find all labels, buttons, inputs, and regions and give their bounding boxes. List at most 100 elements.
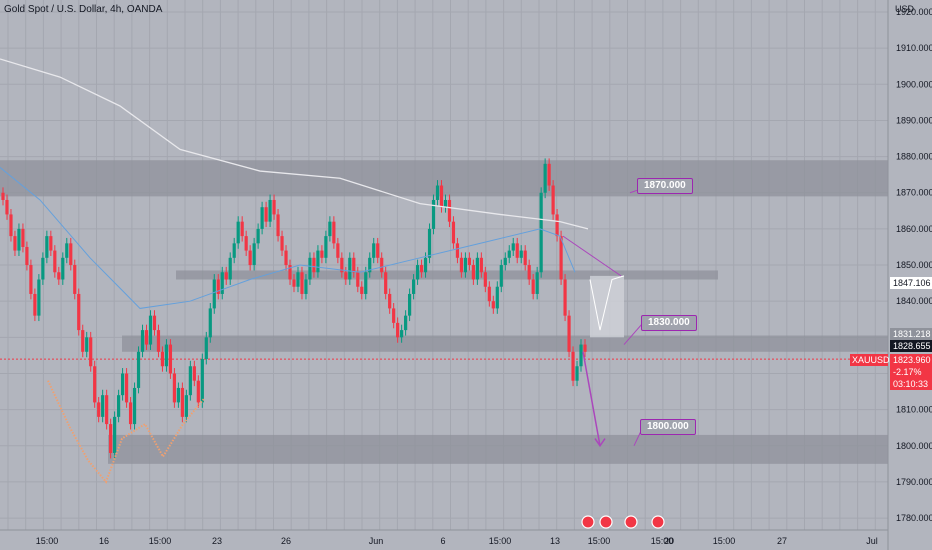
candle-body — [336, 243, 340, 258]
candle-body — [264, 207, 268, 222]
zone-band — [108, 434, 888, 464]
candle-body — [73, 265, 77, 294]
y-tick-label: 1840.000 — [896, 296, 932, 306]
candle-body — [164, 344, 169, 367]
zone-band — [122, 335, 888, 352]
projection-arrowhead — [594, 438, 606, 448]
candle-body — [120, 373, 125, 396]
candle-body — [53, 250, 57, 273]
candle-body — [204, 337, 208, 360]
candle-body — [392, 308, 396, 323]
candle-body — [515, 243, 519, 258]
candle-body — [148, 315, 153, 345]
candle-body — [208, 308, 212, 338]
y-tick-label: 1920.000 — [896, 7, 932, 17]
candle-body — [136, 351, 141, 388]
candle-body — [535, 272, 539, 294]
candle-body — [523, 250, 527, 266]
candle-body — [559, 236, 563, 280]
candle-body — [276, 214, 280, 237]
y-tick-label: 1800.000 — [896, 441, 932, 451]
candle-body — [423, 257, 428, 273]
pattern-dotted-line — [47, 380, 205, 484]
candle-body — [404, 315, 408, 331]
candle-body — [152, 315, 157, 331]
y-tick-label: 1780.000 — [896, 513, 932, 523]
candle-body — [563, 279, 567, 316]
candle-body — [117, 395, 121, 417]
candle-body — [583, 344, 587, 352]
countdown: 03:10:33 — [893, 379, 929, 389]
x-tick-label: 15:00 — [588, 536, 611, 546]
candle-body — [364, 272, 368, 294]
candle-body — [328, 221, 332, 237]
candle-body — [408, 293, 412, 316]
candle-body — [268, 199, 272, 222]
current-price: 1823.960 — [893, 355, 931, 365]
x-tick-label: Jun — [369, 536, 384, 546]
change-pct: -2.17% — [893, 367, 922, 377]
callout-1800[interactable]: 1800.000 — [640, 419, 696, 435]
candle-body — [419, 265, 424, 273]
candle-body — [372, 243, 376, 258]
axis-unit-label: USD — [894, 4, 914, 14]
callout-1830[interactable]: 1830.000 — [641, 315, 697, 331]
candle-body — [352, 257, 356, 273]
candle-body — [248, 250, 252, 266]
candle-body — [220, 272, 224, 294]
candle-body — [29, 265, 33, 294]
candle-body — [21, 228, 25, 247]
chart-title: Gold Spot / U.S. Dollar, 4h, OANDA — [4, 4, 163, 15]
candle-body — [57, 272, 61, 280]
candle-body — [483, 272, 487, 287]
candle-body — [232, 243, 236, 258]
candle-body — [400, 330, 404, 338]
candle-body — [216, 279, 220, 294]
x-tick-label: 16 — [99, 536, 109, 546]
candle-body — [368, 257, 372, 273]
x-tick-label: 15:00 — [651, 536, 674, 546]
forecast-zigzag — [589, 275, 625, 331]
candle-body — [5, 199, 9, 215]
candle-body — [132, 387, 137, 425]
candle-body — [256, 228, 260, 244]
y-tick-label: 1850.000 — [896, 260, 932, 270]
price-tag-level-a: 1831.218 — [890, 328, 932, 340]
candle-body — [431, 199, 436, 229]
candle-body — [507, 250, 511, 258]
candle-body — [260, 207, 264, 229]
candle-body — [439, 185, 444, 208]
callout-1870[interactable]: 1870.000 — [637, 178, 693, 194]
candle-body — [471, 265, 475, 280]
candle-body — [555, 214, 559, 237]
candle-body — [172, 373, 177, 403]
callout-connector — [623, 323, 643, 345]
y-tick-label: 1910.000 — [896, 43, 932, 53]
y-tick-label: 1890.000 — [896, 115, 932, 125]
candle-body — [144, 330, 149, 345]
candle-body — [567, 315, 571, 352]
candle-body — [356, 272, 360, 287]
candle-body — [105, 395, 109, 425]
candle-body — [109, 424, 113, 454]
candle-body — [180, 387, 184, 417]
candle-body — [45, 236, 49, 258]
candle-body — [300, 272, 304, 294]
candle-body — [499, 265, 503, 287]
candle-body — [435, 185, 440, 200]
candle-body — [503, 257, 507, 266]
candle-body — [33, 293, 37, 316]
candle-body — [495, 286, 499, 309]
candle-body — [384, 272, 388, 294]
y-tick-label: 1870.000 — [896, 188, 932, 198]
moving-average-slow — [0, 58, 589, 230]
x-tick-label: 15:00 — [36, 536, 59, 546]
x-tick-label: 20 — [664, 536, 674, 546]
y-tick-label: 1810.000 — [896, 405, 932, 415]
candle-body — [69, 243, 73, 266]
candle-body — [427, 228, 432, 258]
candle-body — [65, 243, 69, 258]
candle-body — [551, 185, 555, 215]
